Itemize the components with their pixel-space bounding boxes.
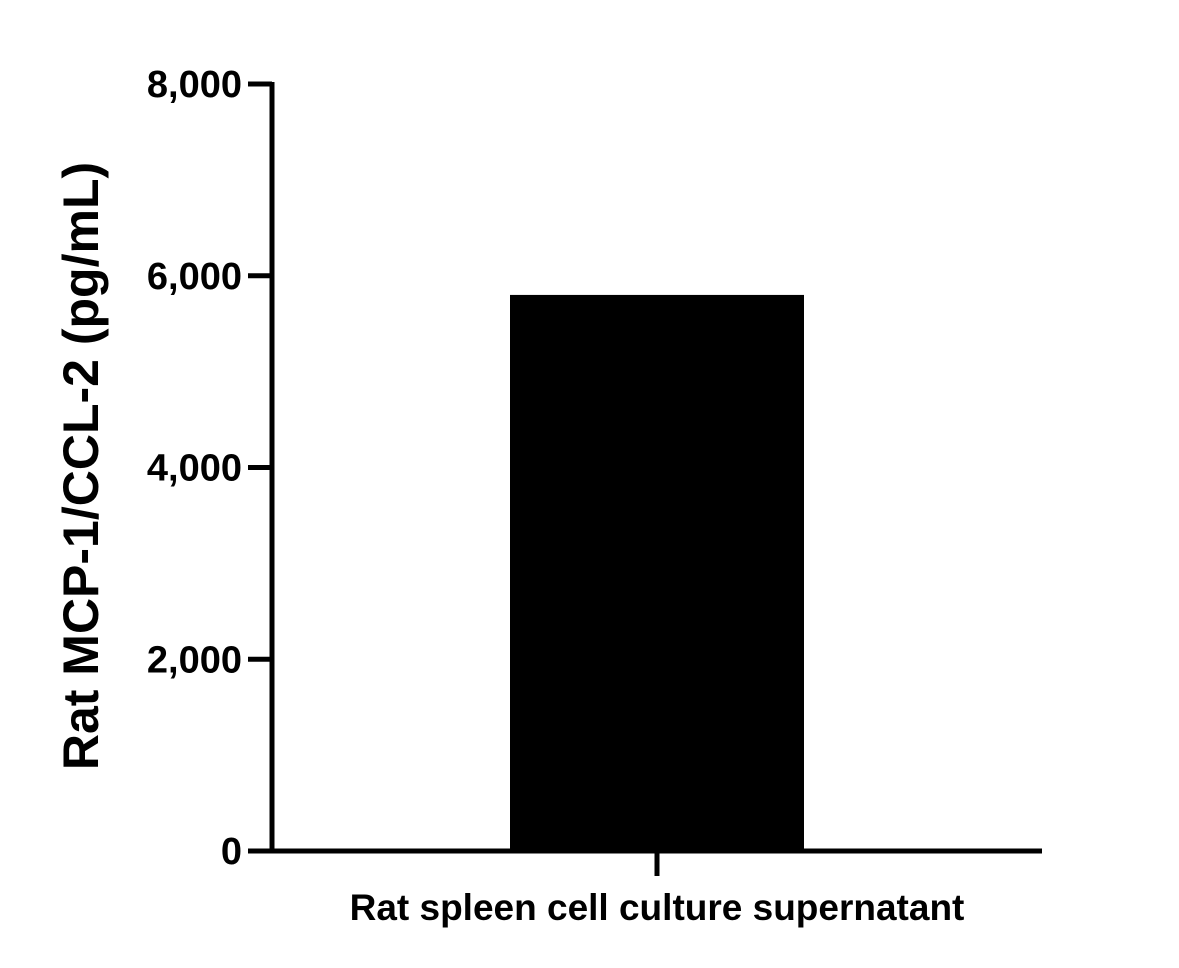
bars-group — [510, 294, 804, 851]
y-tick-label: 8,000 — [147, 64, 242, 106]
y-axis-title: Rat MCP-1/CCL-2 (pg/mL) — [53, 162, 109, 770]
y-tick-label: 2,000 — [147, 639, 242, 681]
x-category-label: Rat spleen cell culture supernatant — [350, 887, 965, 928]
y-tick-label: 6,000 — [147, 256, 242, 298]
y-tick-label: 4,000 — [147, 448, 242, 490]
bar — [510, 294, 804, 851]
y-ticks: 0 2,000 4,000 6,000 8,000 — [147, 64, 272, 873]
y-tick-label: 0 — [221, 831, 242, 873]
x-axis: Rat spleen cell culture supernatant — [269, 848, 1042, 928]
x-ticks: Rat spleen cell culture supernatant — [350, 851, 965, 928]
y-axis: 0 2,000 4,000 6,000 8,000 — [147, 64, 275, 873]
